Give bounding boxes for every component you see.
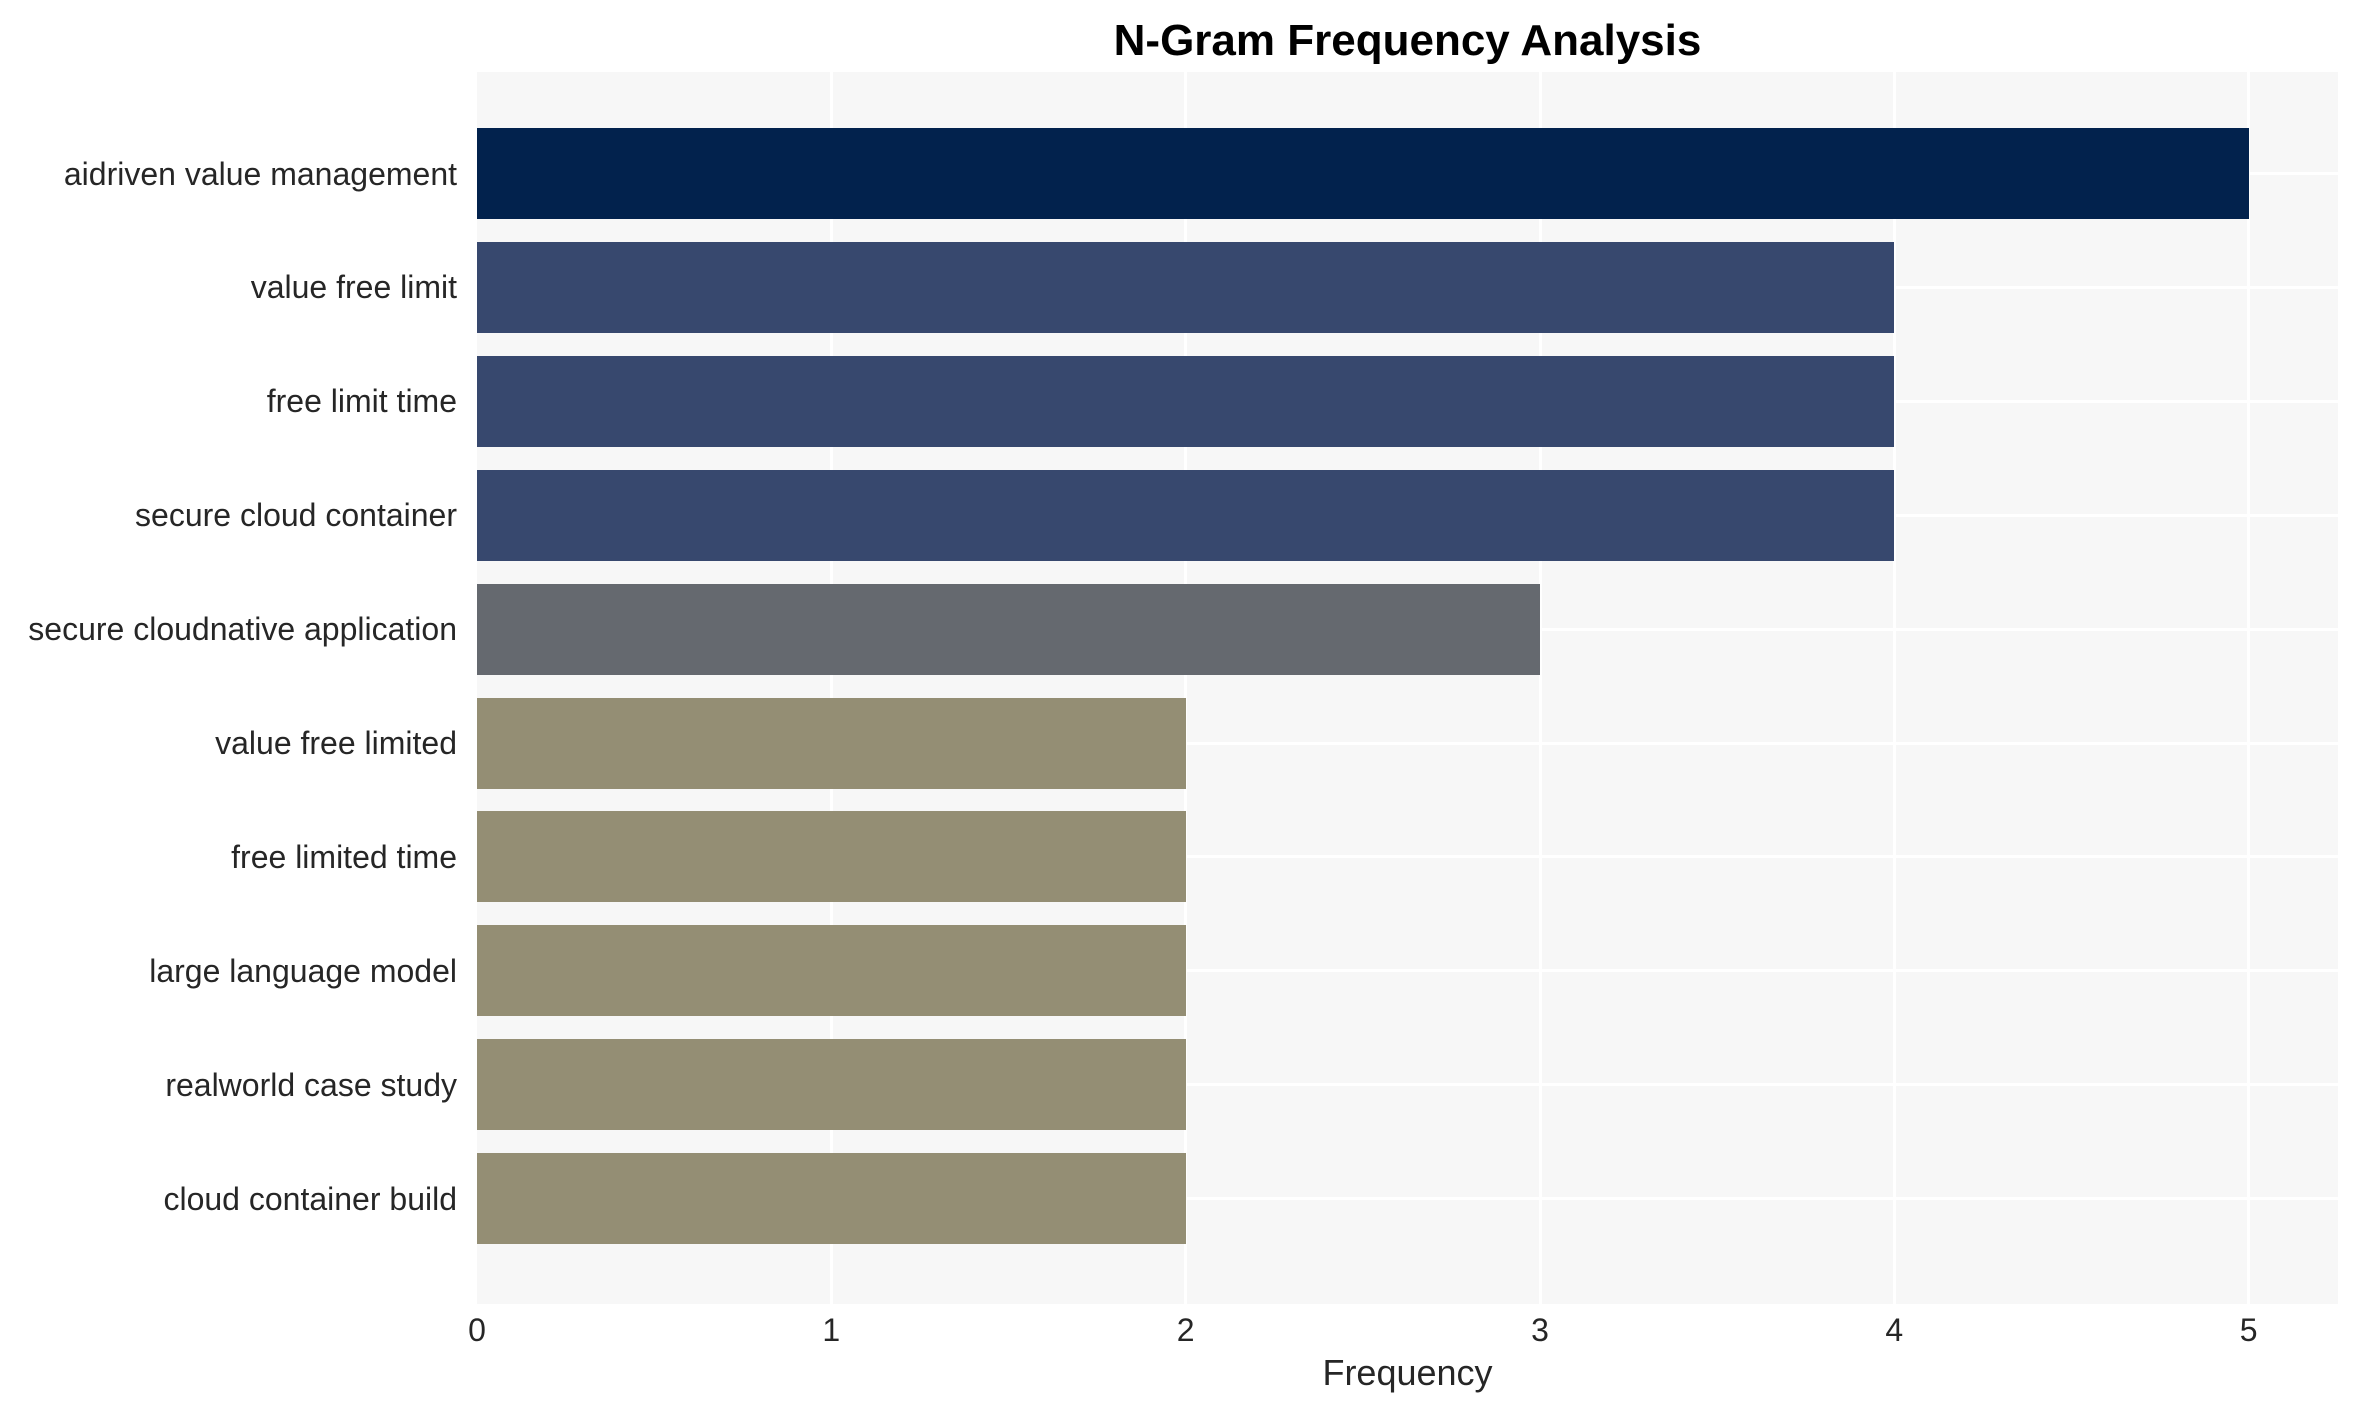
- gridline-y: [477, 1083, 2338, 1087]
- gridline-y: [477, 969, 2338, 973]
- y-label: cloud container build: [163, 1180, 457, 1217]
- gridline-x-5: [2247, 72, 2251, 1304]
- y-label: secure cloud container: [135, 497, 457, 534]
- bar-cloud-container-build: [477, 1153, 1186, 1245]
- gridline-x-2: [1184, 72, 1188, 1304]
- x-tick-label: 0: [468, 1312, 486, 1348]
- chart-title: N-Gram Frequency Analysis: [1113, 16, 1702, 65]
- gridline-x-3: [1538, 72, 1542, 1304]
- x-tick-label: 1: [822, 1312, 841, 1348]
- gridline-y: [477, 1197, 2338, 1201]
- gridline-x-1: [829, 72, 833, 1304]
- bar-large-language-model: [477, 925, 1186, 1017]
- bar-value-free-limit: [477, 241, 1895, 333]
- y-label: realworld case study: [165, 1066, 457, 1103]
- bar-free-limit-time: [477, 355, 1895, 447]
- x-tick-label: 4: [1885, 1312, 1904, 1348]
- bar-value-free-limited: [477, 697, 1186, 789]
- x-tick-label: 2: [1176, 1312, 1195, 1348]
- y-label: free limit time: [266, 383, 457, 420]
- y-label: free limited time: [231, 838, 457, 875]
- y-label: aidriven value management: [63, 155, 457, 192]
- gridline-y: [477, 855, 2338, 859]
- bar-secure-cloud-container: [477, 469, 1895, 561]
- plot-panel: [477, 72, 2338, 1304]
- gridline-x-4: [1892, 72, 1896, 1304]
- x-axis-title: Frequency: [1322, 1352, 1493, 1393]
- bar-free-limited-time: [477, 811, 1186, 903]
- bar-secure-cloudnative-application: [477, 583, 1540, 675]
- bar-aidriven-value-management: [477, 128, 2249, 219]
- bar-realworld-case-study: [477, 1039, 1186, 1131]
- y-label: value free limit: [250, 269, 457, 306]
- gridline-y: [477, 741, 2338, 745]
- x-tick-label: 3: [1531, 1312, 1549, 1348]
- y-label: secure cloudnative application: [28, 611, 457, 648]
- y-label: large language model: [149, 952, 457, 989]
- y-label: value free limited: [215, 725, 457, 761]
- x-tick-label: 5: [2239, 1312, 2258, 1348]
